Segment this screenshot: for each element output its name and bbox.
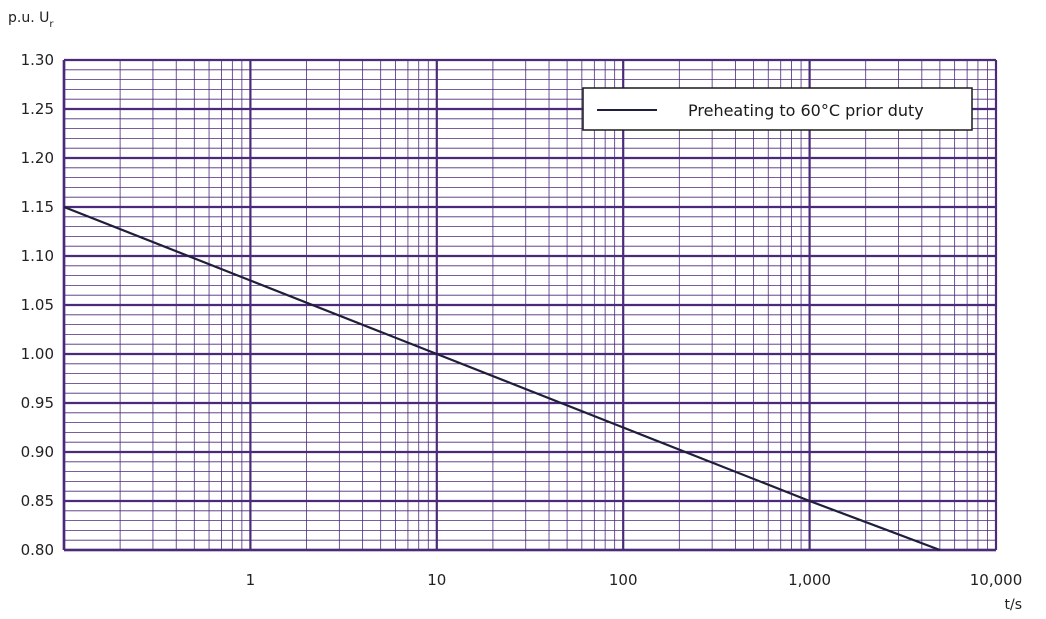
series-line [63,205,941,552]
legend-label: Preheating to 60°C prior duty [688,101,924,120]
y-tick-label: 1.30 [21,51,54,69]
y-tick-label: 0.85 [21,492,54,510]
y-tick-label: 1.20 [21,149,54,167]
major-grid [62,58,998,552]
y-tick-label: 0.90 [21,443,54,461]
y-axis-title-subscript: r [49,19,54,30]
y-tick-label: 1.00 [21,345,54,363]
y-tick-label: 1.10 [21,247,54,265]
y-axis-title-main: p.u. U [8,10,49,26]
y-tick-label: 0.95 [21,394,54,412]
x-tick-label: 10,000 [970,571,1023,589]
x-tick-label: 1 [246,571,256,589]
x-tick-label: 1,000 [788,571,831,589]
y-tick-labels: 0.80 0.85 0.90 0.95 1.00 1.05 1.10 1.15 1.20 1.25… [21,51,54,559]
x-tick-labels: 1 10 100 1,000 10,000 [246,571,1023,589]
legend: Preheating to 60°C prior duty [582,87,973,131]
y-tick-label: 1.25 [21,100,54,118]
y-tick-label: 1.05 [21,296,54,314]
y-axis-title: p.u. Ur [8,10,54,30]
y-tick-label: 0.80 [21,541,54,559]
series-layer [63,205,941,552]
x-tick-label: 10 [427,571,446,589]
x-axis-title: t/s [1005,597,1023,613]
y-tick-label: 1.15 [21,198,54,216]
x-tick-label: 100 [609,571,638,589]
